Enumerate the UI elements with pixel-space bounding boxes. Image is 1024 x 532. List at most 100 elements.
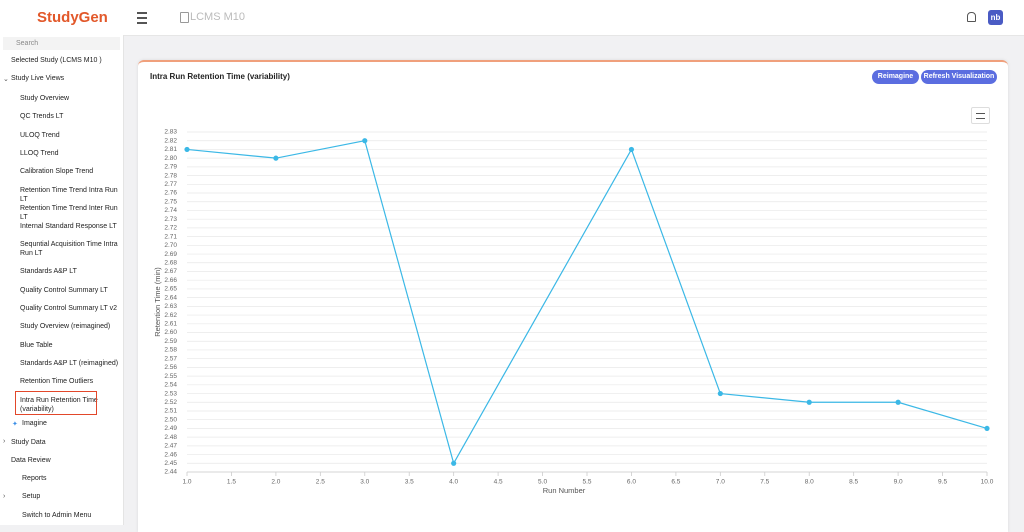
nav-item[interactable]: Reports [22, 475, 47, 482]
y-tick-label: 2.61 [164, 321, 177, 328]
x-tick-label: 1.5 [227, 479, 236, 486]
notifications[interactable] [967, 12, 976, 22]
y-tick-label: 2.56 [164, 364, 177, 371]
nav-item[interactable]: Intra Run Retention Time (variability) [20, 396, 98, 413]
y-axis-label: Retention Time (min) [153, 267, 162, 337]
nav-item[interactable]: Internal Standard Response LT [20, 223, 117, 231]
x-tick-label: 6.0 [627, 479, 636, 486]
x-tick-label: 2.5 [316, 479, 325, 486]
data-line [186, 140, 988, 465]
x-tick-label: 9.5 [938, 479, 947, 486]
logo[interactable]: StudyGen [37, 9, 108, 26]
y-tick-label: 2.55 [164, 373, 177, 380]
y-tick-label: 2.57 [164, 355, 177, 362]
study-name: LCMS M10 [190, 11, 246, 23]
nav-item[interactable]: Quality Control Summary LT [20, 286, 108, 294]
nav-item[interactable]: Study Overview (reimagined) [20, 323, 111, 331]
x-tick-label: 8.0 [805, 479, 814, 486]
x-tick-label: 9.0 [894, 479, 903, 486]
data-point [806, 399, 812, 405]
nav-item[interactable]: Selected Study (LCMS M10 ) [11, 57, 102, 64]
y-tick-label: 2.73 [164, 216, 177, 223]
nav-item[interactable]: Quality Control Summary LT v2 [20, 305, 117, 312]
nav-item[interactable]: Setup [22, 493, 41, 500]
y-tick-label: 2.54 [164, 382, 177, 389]
nav-item[interactable]: LLOQ Trend [20, 149, 59, 157]
chart-title: Intra Run Retention Time (variability) [150, 72, 290, 81]
nav-item[interactable]: Sequntial Acquisition Time Intra Run LT [20, 241, 118, 258]
nav-item[interactable]: Retention Time Trend Intra Run LT [20, 186, 118, 203]
x-tick-label: 3.0 [360, 479, 369, 486]
x-tick-label: 8.5 [849, 479, 858, 486]
nav-item[interactable]: Study Live Views [11, 75, 65, 82]
y-tick-label: 2.68 [164, 259, 177, 266]
nav-item[interactable]: Standards A&P LT [20, 268, 77, 276]
imagine-icon: ✦ [12, 421, 18, 428]
nav-item[interactable]: Standards A&P LT (reimagined) [20, 359, 119, 367]
y-tick-label: 2.49 [164, 425, 177, 432]
chart-menu[interactable] [971, 107, 990, 124]
y-tick-label: 2.52 [164, 399, 177, 406]
y-tick-label: 2.76 [164, 190, 177, 197]
nav-item[interactable]: Retention Time Outliers [20, 378, 94, 386]
data-point [984, 425, 990, 432]
x-tick-label: 6.5 [671, 479, 680, 486]
search[interactable]: Search [3, 37, 120, 50]
chart: Run Number Retention Time (min) 2.44 2.45… [153, 129, 994, 495]
y-tick-label: 2.79 [164, 164, 177, 171]
sidebar: Search Selected Study (LCMS M10 ) ⌄ Stud… [0, 35, 124, 525]
chevron: › [3, 493, 6, 500]
y-tick-label: 2.64 [164, 294, 177, 301]
data-point [717, 390, 723, 397]
y-tick-label: 2.51 [164, 408, 177, 415]
y-tick-label: 2.70 [164, 242, 177, 249]
nav-item[interactable]: Blue Table [20, 341, 53, 349]
nav-item[interactable]: Calibration Slope Trend [20, 168, 94, 176]
y-tick-label: 2.80 [164, 155, 177, 162]
y-tick-label: 2.69 [164, 251, 177, 258]
y-tick-label: 2.50 [164, 416, 177, 423]
y-tick-label: 2.63 [164, 303, 177, 310]
x-tick-label: 10.0 [981, 479, 994, 486]
y-tick-label: 2.78 [164, 172, 177, 179]
y-tick-label: 2.75 [164, 198, 177, 205]
x-tick-label: 2.0 [271, 479, 280, 486]
x-axis-label: Run Number [543, 486, 586, 495]
x-tick-label: 5.5 [582, 479, 591, 486]
y-tick-label: 2.45 [164, 460, 177, 467]
y-tick-label: 2.71 [164, 233, 177, 240]
refresh-button[interactable]: Refresh Visualization [921, 70, 997, 84]
nav-item[interactable]: Switch to Admin Menu [22, 512, 92, 519]
x-tick-label: 5.0 [538, 479, 547, 486]
y-tick-label: 2.59 [164, 338, 177, 345]
y-tick-label: 2.44 [164, 469, 177, 476]
nav-item[interactable]: Data Review [11, 457, 51, 464]
user-avatar[interactable]: nb [988, 10, 1003, 25]
x-tick-label: 7.5 [760, 479, 769, 486]
reimagine-button[interactable]: Reimagine [872, 70, 919, 84]
data-point [273, 155, 279, 161]
nav-item[interactable]: QC Trends LT [20, 113, 64, 121]
y-tick-label: 2.82 [164, 137, 177, 144]
nav-item[interactable]: Imagine [22, 420, 47, 427]
nav-item[interactable]: Study Overview [20, 95, 70, 102]
nav-item[interactable]: Retention Time Trend Inter Run LT [20, 204, 118, 221]
y-tick-label: 2.58 [164, 347, 177, 354]
active-highlight [15, 391, 97, 415]
data-point [628, 146, 635, 153]
y-tick-label: 2.67 [164, 268, 177, 275]
nav-item[interactable]: ULOQ Trend [20, 131, 60, 139]
data-point [362, 138, 368, 144]
chart-card: Intra Run Retention Time (variability) R… [138, 60, 1008, 532]
y-tick-label: 2.65 [164, 286, 177, 293]
y-tick-label: 2.72 [164, 225, 177, 232]
x-tick-label: 4.5 [494, 479, 503, 486]
menu-toggle[interactable] [137, 12, 147, 24]
y-tick-label: 2.74 [164, 207, 177, 214]
chevron: ⌄ [3, 76, 9, 83]
data-point [895, 399, 901, 405]
chevron: › [3, 438, 6, 445]
x-tick-label: 7.0 [716, 479, 725, 486]
nav-item[interactable]: Study Data [11, 439, 46, 446]
y-tick-label: 2.83 [164, 129, 177, 136]
